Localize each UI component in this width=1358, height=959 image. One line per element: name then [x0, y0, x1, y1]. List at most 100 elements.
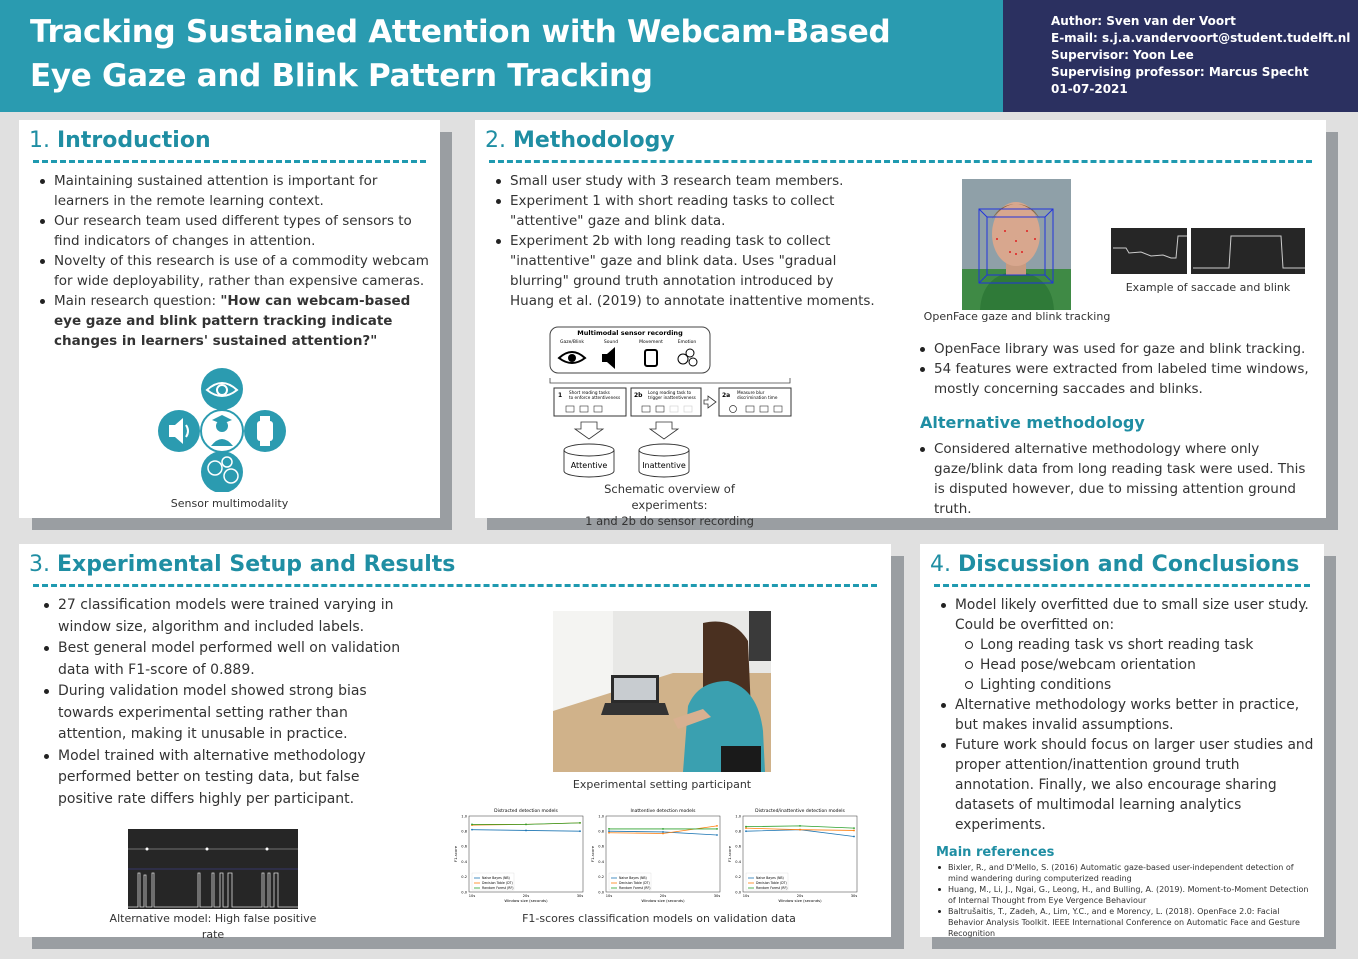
attentive-database — [563, 443, 615, 478]
author: Author: Sven van der Voort — [1051, 14, 1236, 28]
y-tick-label: 0.2 — [598, 875, 604, 879]
x-tick-label: 20s — [523, 894, 530, 898]
box-text: to enforce attentiveness — [569, 395, 620, 400]
sub-list-item: Lighting conditions — [930, 675, 1314, 695]
box-number: 1 — [558, 392, 562, 399]
emotion-icon — [677, 348, 698, 367]
caption-line: 1 and 2b do sensor recording — [585, 514, 754, 528]
section-number: 2. — [485, 128, 506, 153]
smartwatch-icon — [257, 416, 273, 446]
inattentive-chart: Inattentive detection models 0.0 0.2 0.4 0.6… — [590, 808, 720, 903]
legend-label: Decision Table (DT) — [619, 881, 650, 885]
alternative-methodology-heading: Alternative methodology — [920, 413, 1145, 432]
student-icon — [211, 415, 233, 446]
professor: Supervising professor: Marcus Specht — [1051, 65, 1309, 79]
y-axis-label: F1-score — [727, 845, 732, 862]
database-label: Inattentive — [642, 461, 686, 470]
saccade-caption: Example of saccade and blink — [1125, 281, 1291, 294]
chart-title: Distracted/inattentive detection models — [755, 808, 845, 814]
question-prefix: Main research question: — [54, 293, 221, 309]
data-point — [716, 828, 718, 830]
data-point — [608, 830, 610, 833]
legend-label: Naive Bayes (NB) — [756, 876, 784, 880]
data-point — [853, 829, 855, 832]
section-heading: Methodology — [513, 128, 675, 153]
y-tick-label: 0.8 — [598, 830, 604, 834]
list-item: Main research question: "How can webcam-… — [29, 291, 430, 351]
smartwatch-icon — [644, 349, 658, 367]
references-list: Bixler, R., and D'Mello, S. (2016) Autom… — [930, 862, 1314, 939]
x-axis-label: Window size (seconds) — [778, 898, 822, 903]
chart-legend: Naive Bayes (NB)Decision Table (DT)Rando… — [745, 872, 789, 890]
x-tick-label: 20s — [660, 894, 667, 898]
alt-model-caption: Alternative model: High false positive r… — [109, 912, 317, 941]
legend-box — [608, 872, 652, 891]
divider — [33, 160, 426, 163]
list-item: Future work should focus on larger user … — [930, 735, 1314, 835]
x-tick-label: 10s — [606, 894, 613, 898]
data-point — [745, 825, 747, 828]
alternative-model-plot — [128, 829, 298, 909]
legend-label: Random Forest (RF) — [756, 886, 788, 890]
discussion-panel: 4. Discussion and Conclusions Model like… — [920, 544, 1324, 939]
x-tick-label: 30s — [851, 894, 858, 898]
data-point — [745, 827, 747, 830]
legend-label: Naive Bayes (NB) — [482, 876, 510, 880]
y-axis-label: F1-score — [453, 845, 458, 862]
reference-item: Huang, M., Li, J., Ngai, G., Leong, H., … — [930, 884, 1314, 906]
data-point — [745, 830, 747, 833]
reference-item: Bixler, R., and D'Mello, S. (2016) Autom… — [930, 862, 1314, 884]
data-point — [799, 828, 801, 831]
participant-photo — [553, 611, 771, 772]
y-tick-label: 0.6 — [461, 845, 467, 849]
data-point — [799, 824, 801, 827]
legend-label: Naive Bayes (NB) — [619, 876, 647, 880]
sub-list-item: Head pose/webcam orientation — [930, 655, 1314, 675]
sensor-label: Emotion — [678, 339, 697, 345]
photo-caption: Experimental setting participant — [572, 778, 752, 791]
data-point — [662, 832, 664, 835]
speaker-icon — [169, 418, 189, 444]
chart-legend: Naive Bayes (NB)Decision Table (DT)Rando… — [608, 872, 652, 891]
data-point — [716, 834, 718, 836]
x-tick-label: 30s — [577, 894, 584, 898]
section-title: 4. Discussion and Conclusions — [930, 550, 1314, 580]
y-tick-label: 1.0 — [735, 814, 741, 818]
y-tick-label: 0.8 — [735, 830, 741, 834]
schematic-title: Multimodal sensor recording — [577, 329, 683, 337]
list-item: Small user study with 3 research team me… — [485, 171, 875, 191]
figure-caption: Sensor multimodality — [170, 497, 289, 510]
data-point — [608, 831, 610, 834]
legend-box — [471, 872, 515, 891]
list-item: 54 features were extracted from labeled … — [909, 359, 1319, 399]
list-item: Alternative methodology works better in … — [930, 695, 1314, 735]
box-number: 2b — [634, 392, 643, 399]
introduction-panel: 1. Introduction Maintaining sustained at… — [19, 120, 440, 518]
y-tick-label: 0.0 — [461, 890, 467, 894]
divider — [33, 584, 877, 587]
section-heading: Experimental Setup and Results — [57, 552, 456, 577]
data-point — [525, 829, 527, 832]
chart-legend: Naive Bayes (NB)Decision Table (DT)Rando… — [471, 872, 515, 891]
alt-bullets: Considered alternative methodology where… — [909, 439, 1319, 519]
box-text: Short reading tasks — [569, 390, 610, 395]
data-point — [471, 828, 473, 831]
openface-caption: OpenFace gaze and blink tracking — [923, 310, 1111, 323]
x-tick-label: 10s — [743, 894, 750, 898]
legend-label: Decision Table (DT) — [756, 881, 787, 885]
date: 01-07-2021 — [1051, 82, 1128, 96]
divider — [934, 584, 1310, 587]
inattentive-database — [638, 443, 690, 478]
schematic-caption: Schematic overview of experiments: 1 and … — [567, 481, 772, 529]
list-item: Model likely overfitted due to small siz… — [930, 595, 1314, 635]
y-tick-label: 0.4 — [598, 860, 604, 864]
section-number: 3. — [29, 552, 50, 577]
f1-charts: Distracted detection models 0.0 0.2 0.4 0.6 0… — [451, 806, 871, 911]
distracted-inattentive-chart: Distracted/inattentive detection models 0… — [727, 808, 858, 903]
eye-icon — [557, 351, 587, 364]
poster-title-line-2: Eye Gaze and Blink Pattern Tracking — [30, 58, 653, 94]
section-number: 1. — [29, 128, 50, 153]
sensor-label: Movement — [639, 339, 663, 345]
reference-item: Baltrušaitis, T., Zadeh, A., Lim, Y.C., … — [930, 906, 1314, 939]
intro-bullets: Maintaining sustained attention is impor… — [29, 171, 430, 351]
